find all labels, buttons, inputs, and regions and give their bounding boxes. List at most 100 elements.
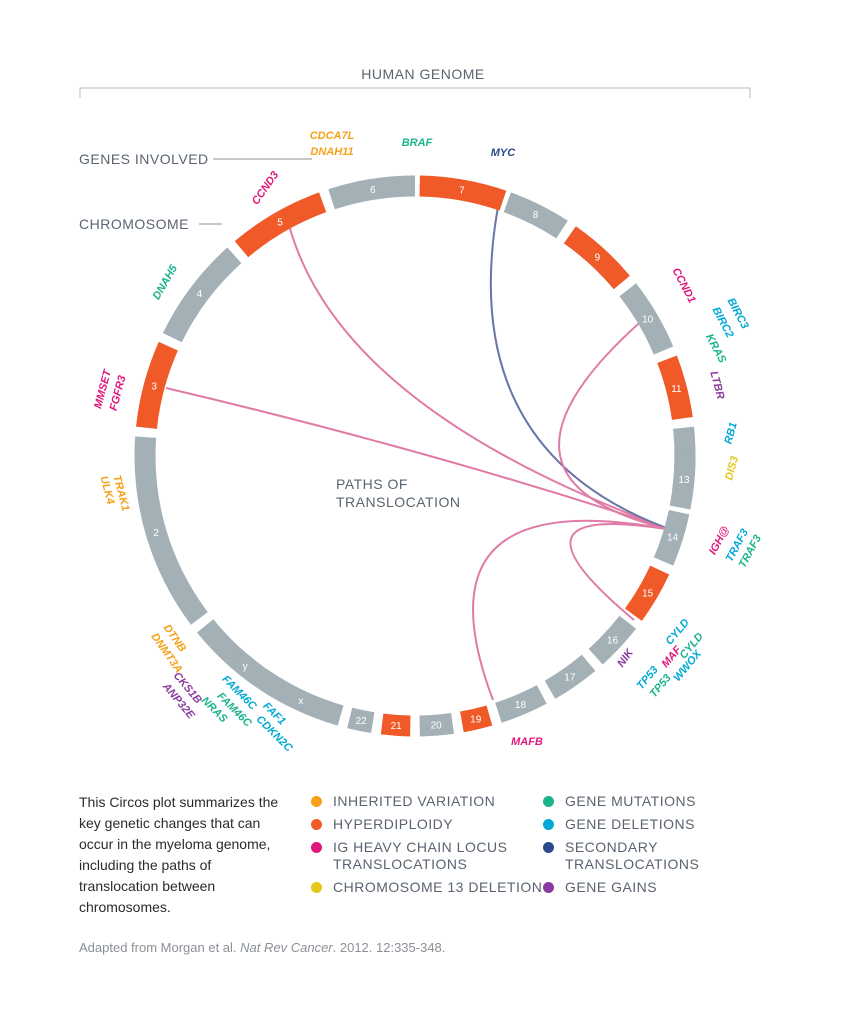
chromosome-segment-21: [380, 713, 411, 737]
gene-label-dnah11: DNAH11: [310, 146, 353, 158]
chromosome-label-5: 5: [277, 218, 283, 229]
chromosome-label-13: 13: [678, 475, 690, 486]
chromosome-label-2: 2: [153, 528, 159, 539]
chromosome-segment-10: [619, 283, 674, 355]
chromosome-label-6: 6: [370, 185, 376, 196]
chromosome-segment-5: [234, 192, 327, 258]
chromosome-label-10: 10: [642, 314, 654, 325]
paths-label-line1: PATHS OF: [336, 476, 408, 492]
chromosome-segment-y: [227, 648, 263, 683]
legend-item: HYPERDIPLOIDY: [311, 816, 543, 833]
legend-swatch: [311, 842, 322, 853]
path-chr11-chr14: [558, 316, 673, 531]
path-chr4-chr14: [165, 387, 673, 531]
chromosome-segment-17: [544, 654, 596, 699]
legend-item: INHERITED VARIATION: [311, 793, 543, 810]
chromosome-segment-19: [460, 705, 493, 733]
circos-plot: HUMAN GENOME GENES INVOLVED CHROMOSOME P…: [79, 66, 764, 755]
legend-item: GENE MUTATIONS: [543, 793, 733, 810]
chromosome-label-18: 18: [515, 700, 527, 711]
legend-swatch: [311, 796, 322, 807]
chromosome-segment-16: [588, 615, 637, 665]
credit-suffix: . 2012. 12:335-348.: [332, 940, 446, 955]
chromosome-label-3: 3: [151, 382, 157, 393]
chromosome-label-22: 22: [356, 716, 368, 727]
chromosome-label-x: x: [298, 696, 303, 707]
legend-item: GENE DELETIONS: [543, 816, 733, 833]
legend-item: GENE GAINS: [543, 879, 733, 896]
legend-label: IG HEAVY CHAIN LOCUS TRANSLOCATIONS: [333, 839, 508, 872]
credit-prefix: Adapted from Morgan et al.: [79, 940, 241, 955]
legend-swatch: [543, 842, 554, 853]
chromosome-ring: 12345678910111213141516171819202122xy: [134, 175, 696, 737]
legend-right: GENE MUTATIONS GENE DELETIONS SECONDARY TR…: [543, 793, 733, 902]
chromosome-segment-20: [419, 712, 455, 737]
chromosome-label-9: 9: [595, 252, 601, 263]
chromosome-segment-x: [258, 671, 344, 726]
credit-journal: Nat Rev Cancer: [240, 940, 333, 955]
chromosome-label-11: 11: [671, 384, 682, 395]
legend-left: INHERITED VARIATION HYPERDIPLOIDY IG HEAVY…: [311, 793, 543, 902]
legend-label: GENE DELETIONS: [565, 816, 695, 832]
chromosome-segment-7: [419, 175, 507, 211]
gene-label-dis3: DIS3: [723, 455, 741, 482]
chromosome-label-7: 7: [459, 186, 465, 197]
gene-label-ccnd1: CCND1: [669, 266, 697, 305]
chromosome-segment-8: [503, 192, 568, 239]
legend-swatch: [543, 882, 554, 893]
gene-label-ccnd3: CCND3: [250, 169, 282, 207]
chromosome-label-19: 19: [470, 715, 482, 726]
chromosome-label-20: 20: [431, 721, 443, 732]
gene-label-cdca7l: CDCA7L: [310, 130, 355, 142]
header-bracket: [79, 87, 751, 98]
path-chr16-chr14: [569, 523, 673, 621]
gene-labels: CDCA7LDNAH11BRAFMYCCCND3DNAH5MMSETFGFR3U…: [92, 130, 764, 755]
path-chr6-chr14: [288, 224, 673, 531]
legend-swatch: [543, 819, 554, 830]
genes-involved-label: GENES INVOLVED: [79, 151, 209, 167]
chromosome-segment-22: [347, 707, 375, 734]
chromosome-segment-15: [624, 565, 670, 621]
chromosome-segment-2: [134, 436, 208, 625]
legend-item: IG HEAVY CHAIN LOCUS TRANSLOCATIONS: [311, 839, 543, 873]
chromosome-label-8: 8: [533, 210, 539, 221]
gene-label-ltbr: LTBR: [707, 370, 726, 401]
legend-label: GENE GAINS: [565, 879, 658, 895]
chromosome-segment-11: [657, 355, 693, 420]
path-chr8-chr14: [489, 195, 673, 531]
gene-label-nik: NIK: [615, 646, 636, 669]
gene-label-myc: MYC: [491, 147, 517, 159]
gene-label-dnah5: DNAH5: [151, 262, 181, 302]
chromosome-label-15: 15: [642, 589, 654, 600]
source-credit: Adapted from Morgan et al. Nat Rev Cance…: [79, 940, 445, 955]
gene-label-rb1: RB1: [722, 421, 739, 445]
chromosome-segment-6: [328, 175, 415, 210]
translocation-paths: [165, 195, 673, 701]
path-chr20-chr14: [472, 519, 673, 701]
chromosome-label-21: 21: [391, 721, 403, 732]
chromosome-segment-14: [653, 509, 690, 566]
chromosome-label-y: y: [243, 661, 248, 672]
diagram-title: HUMAN GENOME: [361, 66, 484, 82]
legend-swatch: [311, 882, 322, 893]
chromosome-segment-18: [495, 685, 547, 723]
legend-label: GENE MUTATIONS: [565, 793, 696, 809]
chromosome-label-17: 17: [564, 673, 576, 684]
chromosome-segment-4: [162, 247, 242, 343]
chromosome-label-16: 16: [607, 636, 619, 647]
chromosome-segment-3: [136, 341, 178, 429]
gene-label-braf: BRAF: [402, 137, 433, 149]
legend-label: HYPERDIPLOIDY: [333, 816, 454, 832]
chromosome-label-4: 4: [197, 289, 203, 300]
paths-label-line2: TRANSLOCATION: [336, 494, 460, 510]
legend-item: CHROMOSOME 13 DELETION: [311, 879, 543, 896]
legend-swatch: [543, 796, 554, 807]
chromosome-label: CHROMOSOME: [79, 216, 189, 232]
legend-label: SECONDARY TRANSLOCATIONS: [565, 839, 700, 872]
plot-description: This Circos plot summarizes the key gene…: [79, 794, 279, 915]
legend-label: CHROMOSOME 13 DELETION: [333, 879, 543, 895]
chromosome-segment-13: [669, 451, 696, 510]
legend-label: INHERITED VARIATION: [333, 793, 496, 809]
chromosome-segment-9: [563, 226, 630, 290]
legend-swatch: [311, 819, 322, 830]
